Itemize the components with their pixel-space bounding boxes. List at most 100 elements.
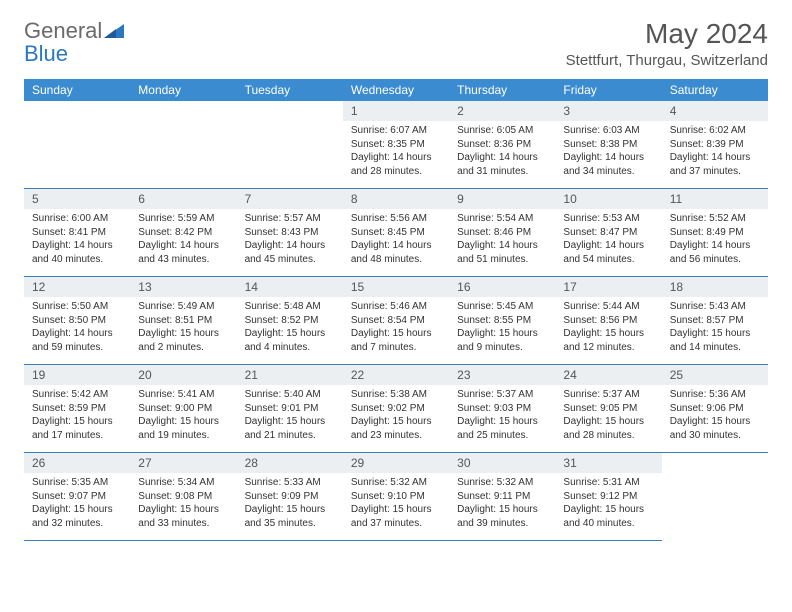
sunrise-text: Sunrise: 5:35 AM xyxy=(32,476,122,490)
calendar-day-cell: 28Sunrise: 5:33 AMSunset: 9:09 PMDayligh… xyxy=(237,453,343,541)
day-details: Sunrise: 5:56 AMSunset: 8:45 PMDaylight:… xyxy=(343,209,449,272)
calendar-day-cell: 31Sunrise: 5:31 AMSunset: 9:12 PMDayligh… xyxy=(555,453,661,541)
weekday-label: Friday xyxy=(555,79,661,101)
sunset-text: Sunset: 8:56 PM xyxy=(563,314,653,328)
daylight-text: Daylight: 14 hours and 54 minutes. xyxy=(563,239,653,266)
calendar-day-cell: 2Sunrise: 6:05 AMSunset: 8:36 PMDaylight… xyxy=(449,101,555,189)
sunset-text: Sunset: 8:49 PM xyxy=(670,226,760,240)
calendar-day-cell: 30Sunrise: 5:32 AMSunset: 9:11 PMDayligh… xyxy=(449,453,555,541)
calendar-day-cell: 11Sunrise: 5:52 AMSunset: 8:49 PMDayligh… xyxy=(662,189,768,277)
calendar-day-cell: 29Sunrise: 5:32 AMSunset: 9:10 PMDayligh… xyxy=(343,453,449,541)
daylight-text: Daylight: 14 hours and 45 minutes. xyxy=(245,239,335,266)
calendar-weekday-header: SundayMondayTuesdayWednesdayThursdayFrid… xyxy=(24,79,768,101)
day-details: Sunrise: 6:03 AMSunset: 8:38 PMDaylight:… xyxy=(555,121,661,184)
day-number: 9 xyxy=(449,189,555,209)
sunset-text: Sunset: 8:55 PM xyxy=(457,314,547,328)
day-details: Sunrise: 5:49 AMSunset: 8:51 PMDaylight:… xyxy=(130,297,236,360)
daylight-text: Daylight: 14 hours and 37 minutes. xyxy=(670,151,760,178)
day-details: Sunrise: 5:31 AMSunset: 9:12 PMDaylight:… xyxy=(555,473,661,536)
weekday-label: Thursday xyxy=(449,79,555,101)
day-number: 24 xyxy=(555,365,661,385)
calendar-day-cell: 26Sunrise: 5:35 AMSunset: 9:07 PMDayligh… xyxy=(24,453,130,541)
daylight-text: Daylight: 15 hours and 25 minutes. xyxy=(457,415,547,442)
sunset-text: Sunset: 8:38 PM xyxy=(563,138,653,152)
day-details: Sunrise: 5:36 AMSunset: 9:06 PMDaylight:… xyxy=(662,385,768,448)
day-details: Sunrise: 5:37 AMSunset: 9:05 PMDaylight:… xyxy=(555,385,661,448)
calendar-day-cell: 3Sunrise: 6:03 AMSunset: 8:38 PMDaylight… xyxy=(555,101,661,189)
day-number: 31 xyxy=(555,453,661,473)
day-details: Sunrise: 5:41 AMSunset: 9:00 PMDaylight:… xyxy=(130,385,236,448)
daylight-text: Daylight: 15 hours and 17 minutes. xyxy=(32,415,122,442)
day-number: 7 xyxy=(237,189,343,209)
daylight-text: Daylight: 14 hours and 40 minutes. xyxy=(32,239,122,266)
day-details: Sunrise: 5:32 AMSunset: 9:11 PMDaylight:… xyxy=(449,473,555,536)
sunrise-text: Sunrise: 5:48 AM xyxy=(245,300,335,314)
day-details: Sunrise: 6:05 AMSunset: 8:36 PMDaylight:… xyxy=(449,121,555,184)
weekday-label: Tuesday xyxy=(237,79,343,101)
day-number: 10 xyxy=(555,189,661,209)
calendar-day-cell: 25Sunrise: 5:36 AMSunset: 9:06 PMDayligh… xyxy=(662,365,768,453)
day-details: Sunrise: 5:50 AMSunset: 8:50 PMDaylight:… xyxy=(24,297,130,360)
daylight-text: Daylight: 15 hours and 7 minutes. xyxy=(351,327,441,354)
calendar-empty-cell xyxy=(24,101,130,189)
sunrise-text: Sunrise: 6:03 AM xyxy=(563,124,653,138)
sunset-text: Sunset: 9:08 PM xyxy=(138,490,228,504)
calendar: SundayMondayTuesdayWednesdayThursdayFrid… xyxy=(24,79,768,541)
calendar-day-cell: 8Sunrise: 5:56 AMSunset: 8:45 PMDaylight… xyxy=(343,189,449,277)
day-number: 23 xyxy=(449,365,555,385)
day-details: Sunrise: 5:37 AMSunset: 9:03 PMDaylight:… xyxy=(449,385,555,448)
daylight-text: Daylight: 14 hours and 34 minutes. xyxy=(563,151,653,178)
sunset-text: Sunset: 8:52 PM xyxy=(245,314,335,328)
sunset-text: Sunset: 8:35 PM xyxy=(351,138,441,152)
calendar-day-cell: 5Sunrise: 6:00 AMSunset: 8:41 PMDaylight… xyxy=(24,189,130,277)
sunset-text: Sunset: 8:41 PM xyxy=(32,226,122,240)
day-details: Sunrise: 6:07 AMSunset: 8:35 PMDaylight:… xyxy=(343,121,449,184)
sunrise-text: Sunrise: 5:52 AM xyxy=(670,212,760,226)
day-details: Sunrise: 5:33 AMSunset: 9:09 PMDaylight:… xyxy=(237,473,343,536)
sunset-text: Sunset: 9:09 PM xyxy=(245,490,335,504)
daylight-text: Daylight: 15 hours and 40 minutes. xyxy=(563,503,653,530)
day-number: 28 xyxy=(237,453,343,473)
day-number: 6 xyxy=(130,189,236,209)
sunrise-text: Sunrise: 5:41 AM xyxy=(138,388,228,402)
sunrise-text: Sunrise: 5:42 AM xyxy=(32,388,122,402)
calendar-day-cell: 15Sunrise: 5:46 AMSunset: 8:54 PMDayligh… xyxy=(343,277,449,365)
calendar-day-cell: 18Sunrise: 5:43 AMSunset: 8:57 PMDayligh… xyxy=(662,277,768,365)
sunset-text: Sunset: 9:05 PM xyxy=(563,402,653,416)
day-details: Sunrise: 5:46 AMSunset: 8:54 PMDaylight:… xyxy=(343,297,449,360)
day-details: Sunrise: 5:38 AMSunset: 9:02 PMDaylight:… xyxy=(343,385,449,448)
sunset-text: Sunset: 8:59 PM xyxy=(32,402,122,416)
weekday-label: Saturday xyxy=(662,79,768,101)
weekday-label: Sunday xyxy=(24,79,130,101)
day-number: 13 xyxy=(130,277,236,297)
sunset-text: Sunset: 8:47 PM xyxy=(563,226,653,240)
sunrise-text: Sunrise: 5:43 AM xyxy=(670,300,760,314)
sunrise-text: Sunrise: 5:37 AM xyxy=(457,388,547,402)
calendar-day-cell: 23Sunrise: 5:37 AMSunset: 9:03 PMDayligh… xyxy=(449,365,555,453)
daylight-text: Daylight: 14 hours and 51 minutes. xyxy=(457,239,547,266)
sunrise-text: Sunrise: 5:56 AM xyxy=(351,212,441,226)
calendar-day-cell: 20Sunrise: 5:41 AMSunset: 9:00 PMDayligh… xyxy=(130,365,236,453)
sunrise-text: Sunrise: 5:57 AM xyxy=(245,212,335,226)
sunset-text: Sunset: 9:12 PM xyxy=(563,490,653,504)
sunrise-text: Sunrise: 5:37 AM xyxy=(563,388,653,402)
daylight-text: Daylight: 15 hours and 21 minutes. xyxy=(245,415,335,442)
sunrise-text: Sunrise: 6:07 AM xyxy=(351,124,441,138)
day-details: Sunrise: 5:44 AMSunset: 8:56 PMDaylight:… xyxy=(555,297,661,360)
sunset-text: Sunset: 8:45 PM xyxy=(351,226,441,240)
day-number: 3 xyxy=(555,101,661,121)
day-number: 12 xyxy=(24,277,130,297)
sunset-text: Sunset: 8:54 PM xyxy=(351,314,441,328)
day-details: Sunrise: 5:54 AMSunset: 8:46 PMDaylight:… xyxy=(449,209,555,272)
sunset-text: Sunset: 9:10 PM xyxy=(351,490,441,504)
day-details: Sunrise: 6:00 AMSunset: 8:41 PMDaylight:… xyxy=(24,209,130,272)
calendar-day-cell: 13Sunrise: 5:49 AMSunset: 8:51 PMDayligh… xyxy=(130,277,236,365)
sunrise-text: Sunrise: 5:33 AM xyxy=(245,476,335,490)
calendar-day-cell: 19Sunrise: 5:42 AMSunset: 8:59 PMDayligh… xyxy=(24,365,130,453)
daylight-text: Daylight: 15 hours and 14 minutes. xyxy=(670,327,760,354)
calendar-day-cell: 1Sunrise: 6:07 AMSunset: 8:35 PMDaylight… xyxy=(343,101,449,189)
sunrise-text: Sunrise: 5:32 AM xyxy=(457,476,547,490)
day-details: Sunrise: 5:42 AMSunset: 8:59 PMDaylight:… xyxy=(24,385,130,448)
sunset-text: Sunset: 8:36 PM xyxy=(457,138,547,152)
sunrise-text: Sunrise: 5:32 AM xyxy=(351,476,441,490)
